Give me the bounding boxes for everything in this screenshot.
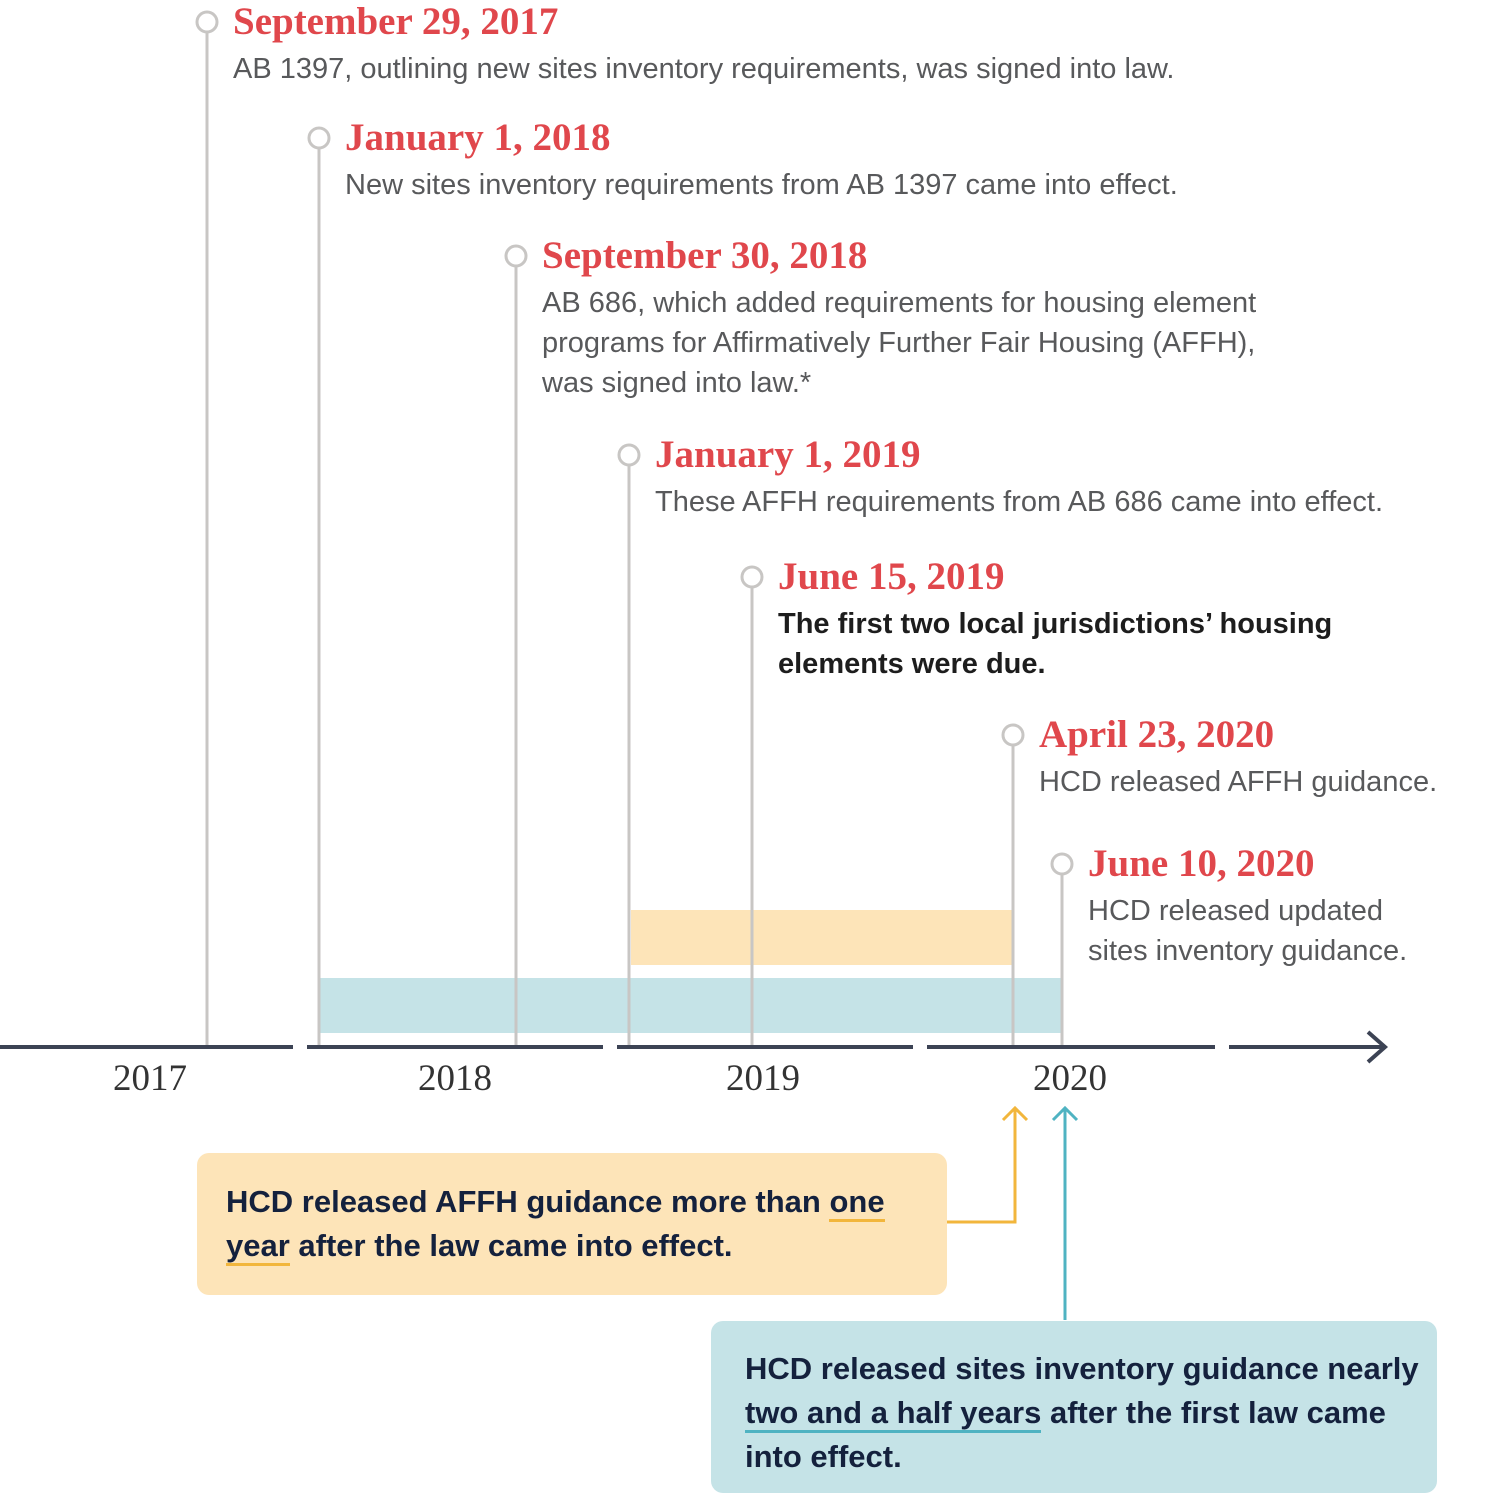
- event-marker: [1050, 852, 1074, 876]
- event-date: January 1, 2018: [345, 116, 610, 159]
- event-marker: [740, 565, 764, 589]
- callout-text: HCD released sites inventory guidance ne…: [745, 1351, 1419, 1386]
- callout-text: after the first law came into effect.: [745, 1395, 1386, 1474]
- year-label: 2019: [726, 1058, 800, 1099]
- callout-text: after the law came into effect.: [298, 1228, 733, 1263]
- callout-highlight: one year: [226, 1184, 885, 1266]
- event-description: New sites inventory requirements from AB…: [345, 169, 1178, 201]
- event-description: was signed into law.*: [541, 367, 811, 399]
- event-marker: [195, 10, 219, 34]
- event-description: elements were due.: [778, 648, 1046, 680]
- event-description: HCD released AFFH guidance.: [1039, 766, 1437, 798]
- sites-span: [319, 978, 1062, 1033]
- event-description: programs for Affirmatively Further Fair …: [542, 327, 1255, 359]
- callout-highlight: two and a half years: [745, 1395, 1042, 1433]
- event-date: January 1, 2019: [655, 433, 920, 476]
- year-label: 2017: [113, 1058, 187, 1099]
- affh-span: [631, 910, 1013, 965]
- year-label: 2020: [1033, 1058, 1107, 1099]
- callout-box: [197, 1153, 947, 1295]
- event-description: These AFFH requirements from AB 686 came…: [655, 486, 1383, 518]
- event-date: September 29, 2017: [233, 0, 558, 43]
- event-date: June 10, 2020: [1088, 842, 1314, 885]
- callout-text: HCD released AFFH guidance more than: [226, 1184, 821, 1219]
- event-description: HCD released updated: [1088, 895, 1383, 927]
- event-description: AB 1397, outlining new sites inventory r…: [233, 53, 1174, 85]
- event-date: September 30, 2018: [542, 234, 867, 277]
- event-date: June 15, 2019: [778, 555, 1004, 598]
- callout-box: [711, 1321, 1437, 1493]
- event-date: April 23, 2020: [1039, 713, 1274, 756]
- callout: HCD released AFFH guidance more than one…: [226, 1180, 931, 1268]
- callout: HCD released sites inventory guidance ne…: [745, 1347, 1425, 1479]
- event-marker: [307, 126, 331, 150]
- year-label: 2018: [418, 1058, 492, 1099]
- event-description: AB 686, which added requirements for hou…: [542, 287, 1256, 319]
- event-marker: [1001, 723, 1025, 747]
- event-marker: [504, 244, 528, 268]
- axis: [0, 1030, 1389, 1064]
- pointers: [947, 1105, 1079, 1320]
- event-marker: [617, 443, 641, 467]
- event-description: sites inventory guidance.: [1088, 935, 1407, 967]
- event-description: The first two local jurisdictions’ housi…: [778, 608, 1332, 640]
